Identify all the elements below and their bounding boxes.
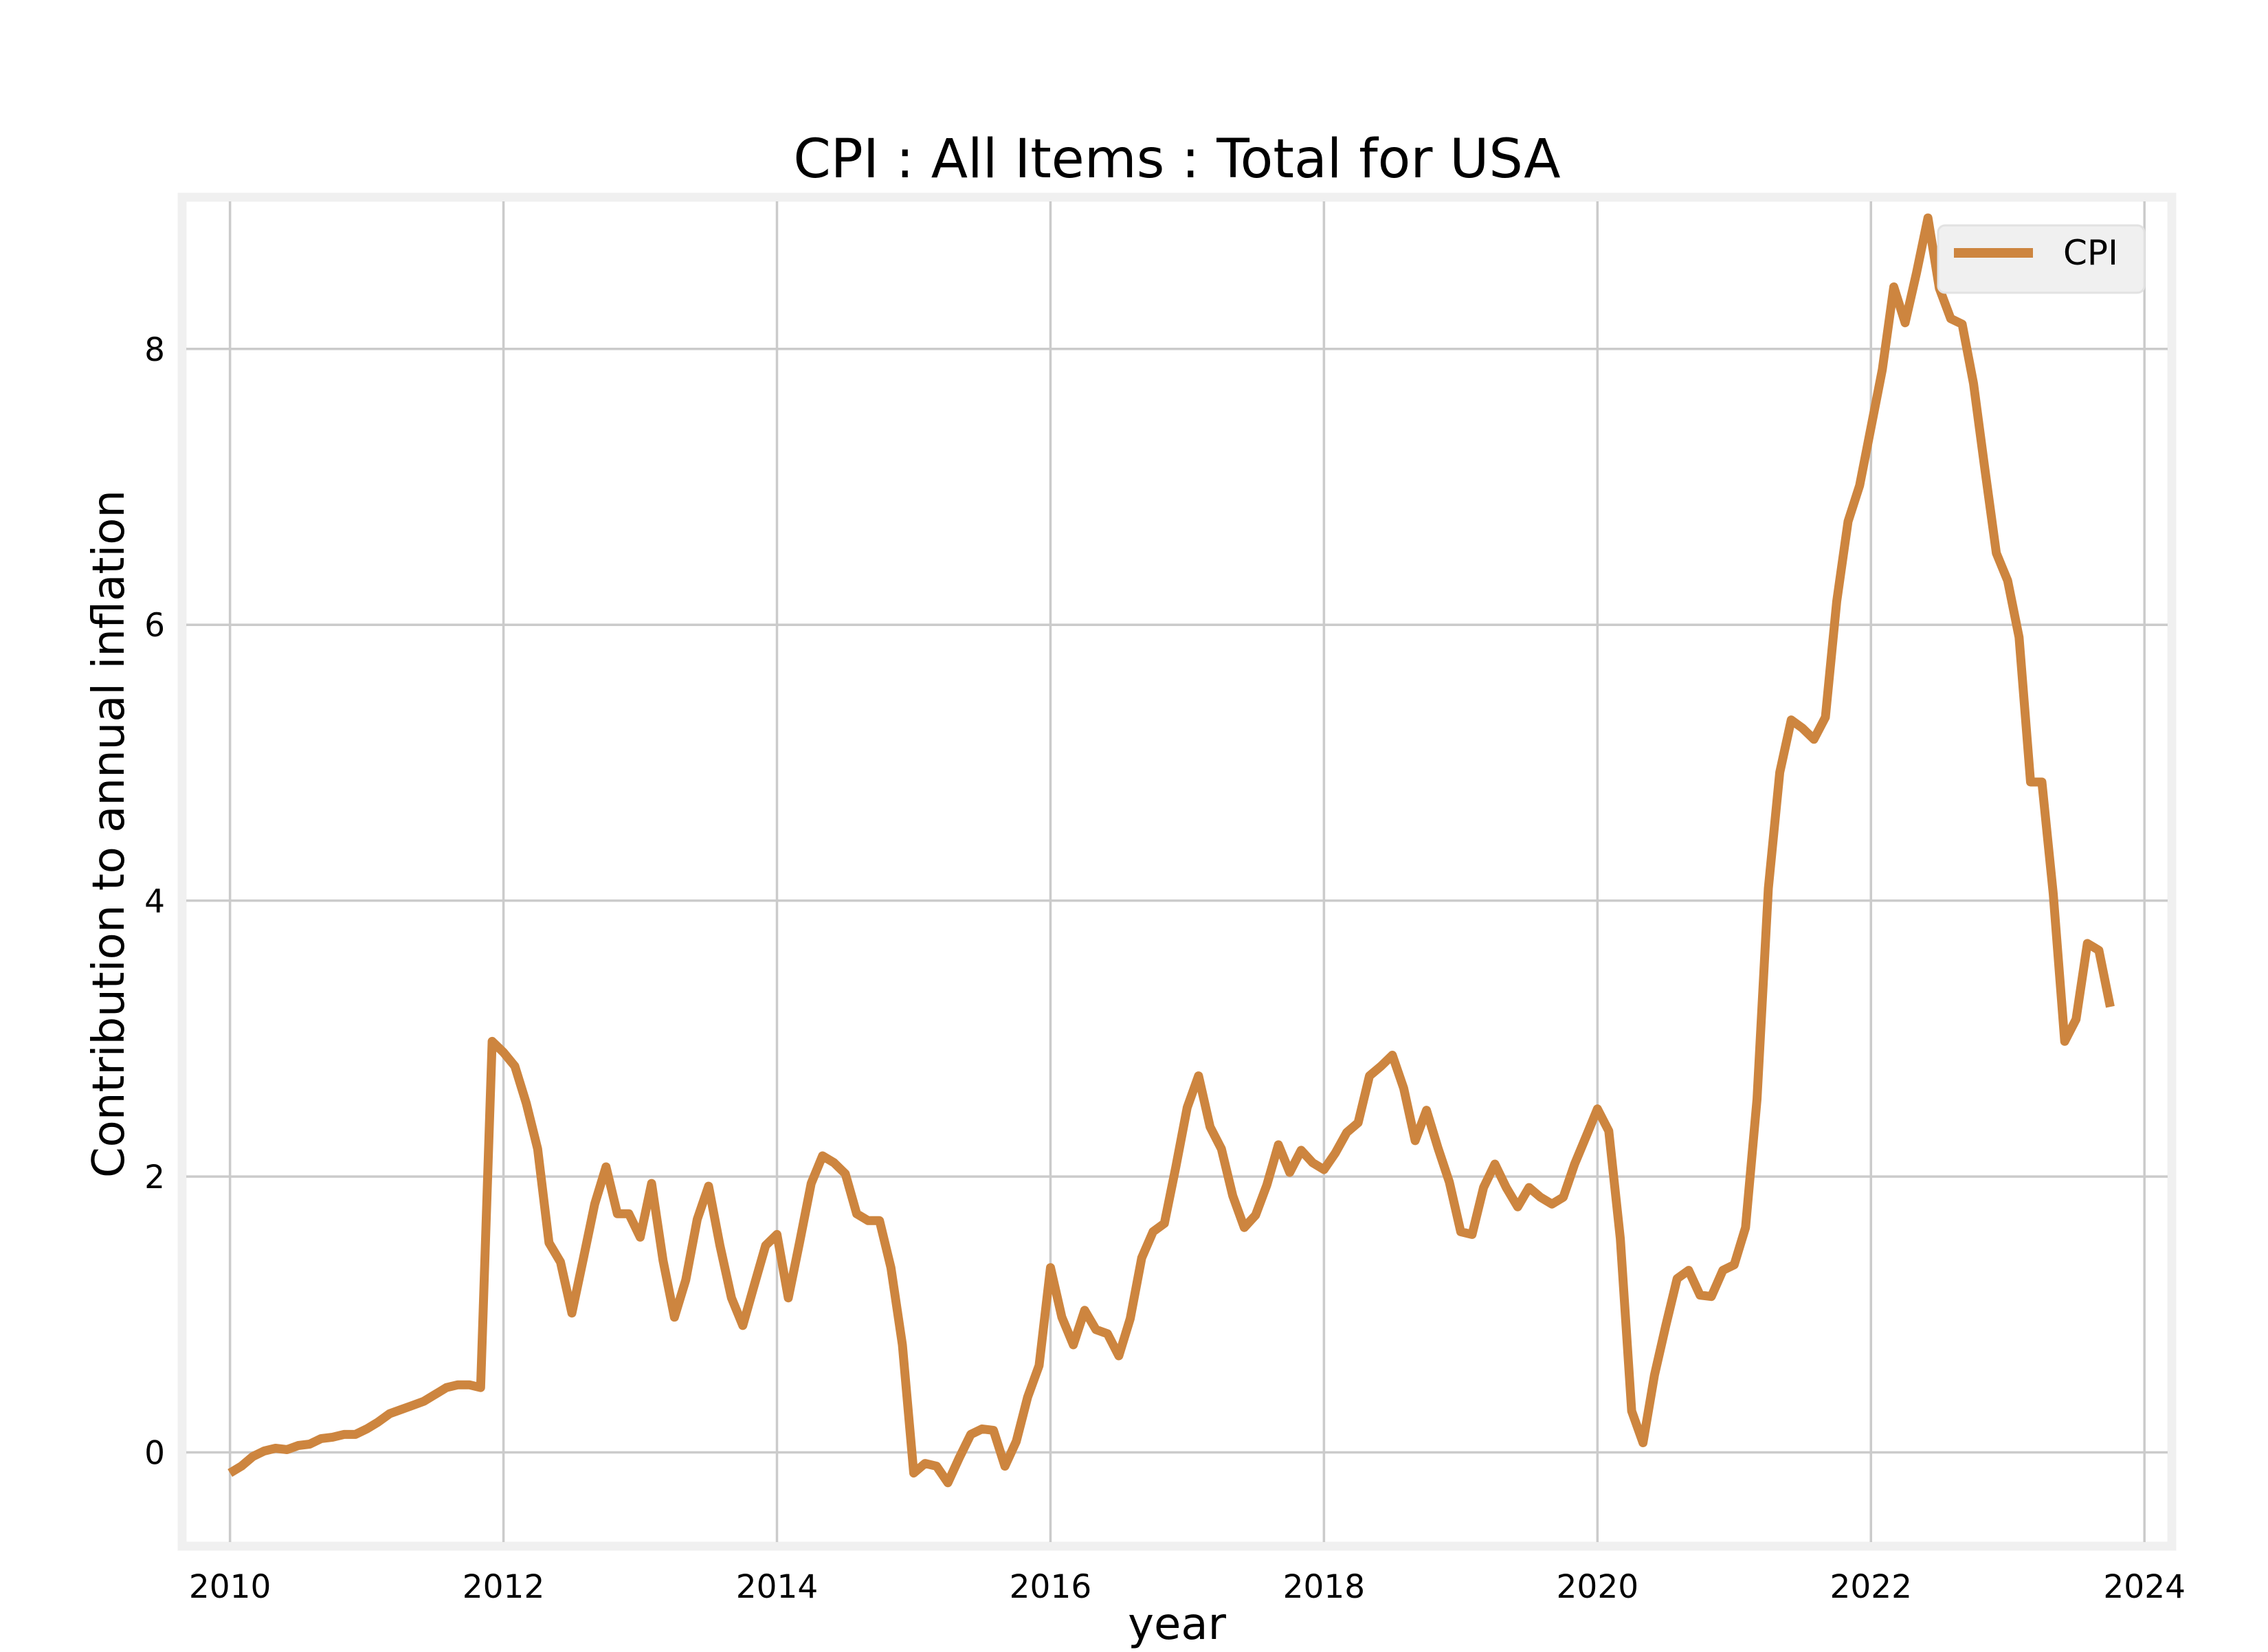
y-tick-label: 6	[144, 607, 165, 645]
chart-title: CPI : All Items : Total for USA	[793, 129, 1560, 190]
x-axis-ticks: 2010 2012 2014 2016 2018 2020 2022 2024	[189, 1568, 2186, 1606]
series-layer	[227, 213, 2115, 1488]
x-tick-label: 2014	[736, 1568, 819, 1606]
y-tick-label: 2	[144, 1159, 165, 1196]
x-tick-label: 2018	[1283, 1568, 1366, 1606]
y-tick-label: 8	[144, 331, 165, 369]
series-line-cpi	[227, 213, 2115, 1488]
y-axis-ticks: 0 2 4 6 8	[144, 331, 165, 1473]
y-tick-label: 4	[144, 883, 165, 921]
legend-box	[1937, 224, 2146, 294]
x-axis-title: year	[1128, 1599, 1226, 1649]
x-tick-label: 2022	[1830, 1568, 1912, 1606]
legend: CPI	[1937, 224, 2146, 294]
legend-label-cpi: CPI	[2063, 233, 2118, 273]
x-tick-label: 2016	[1010, 1568, 1092, 1606]
x-tick-label: 2024	[2103, 1568, 2186, 1606]
y-axis-title: Contribution to annual inflation	[84, 490, 135, 1178]
x-tick-label: 2020	[1557, 1568, 1639, 1606]
x-tick-label: 2012	[463, 1568, 545, 1606]
y-tick-label: 0	[144, 1435, 165, 1473]
x-tick-label: 2010	[189, 1568, 271, 1606]
axes-frame	[177, 192, 2177, 1551]
